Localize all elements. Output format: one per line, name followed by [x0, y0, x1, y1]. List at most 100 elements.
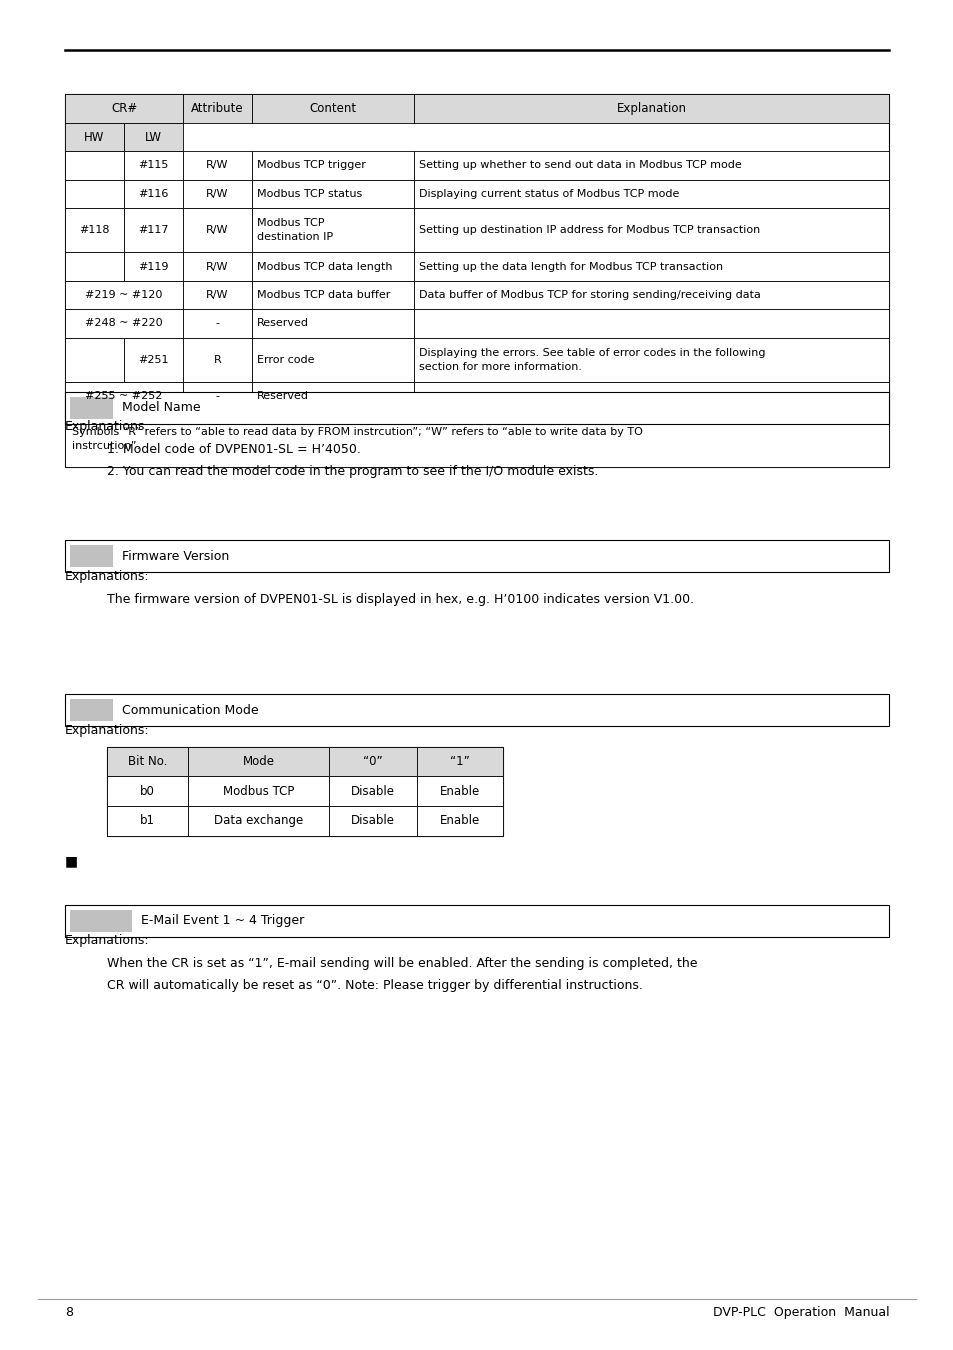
Bar	[252, 252, 414, 281]
Bar	[70, 545, 112, 567]
Text: Displaying current status of Modbus TCP mode: Displaying current status of Modbus TCP …	[418, 189, 679, 198]
Text: Communication Mode: Communication Mode	[122, 703, 258, 717]
Bar	[124, 123, 183, 151]
Text: Disable: Disable	[351, 814, 395, 828]
Text: #115: #115	[138, 161, 169, 170]
Text: #118: #118	[79, 225, 110, 235]
Text: R/W: R/W	[206, 225, 229, 235]
Text: Explanations:: Explanations:	[65, 420, 150, 433]
Text: Data exchange: Data exchange	[213, 814, 303, 828]
Text: The firmware version of DVPEN01-SL is displayed in hex, e.g. H’0100 indicates ve: The firmware version of DVPEN01-SL is di…	[107, 593, 693, 606]
Bar	[329, 806, 416, 836]
Text: #248 ~ #220: #248 ~ #220	[85, 319, 163, 328]
Bar	[416, 747, 502, 776]
Text: Disable: Disable	[351, 784, 395, 798]
Bar	[65, 904, 888, 937]
Text: Explanations:: Explanations:	[65, 570, 150, 583]
Text: Modbus TCP data buffer: Modbus TCP data buffer	[256, 290, 390, 300]
Text: #119: #119	[138, 262, 169, 271]
Text: Explanations:: Explanations:	[65, 934, 150, 948]
Bar	[252, 208, 414, 252]
Bar	[414, 252, 888, 281]
Text: Enable: Enable	[439, 814, 479, 828]
Bar	[329, 776, 416, 806]
Bar	[107, 776, 188, 806]
Bar	[188, 776, 329, 806]
Text: Explanations:: Explanations:	[65, 724, 150, 737]
Text: CR#: CR#	[111, 103, 137, 115]
Text: -: -	[215, 392, 219, 401]
Bar	[414, 95, 888, 123]
Text: Modbus TCP data length: Modbus TCP data length	[256, 262, 392, 271]
Text: Attribute: Attribute	[191, 103, 244, 115]
Bar	[414, 281, 888, 309]
Text: CR will automatically be reset as “0”. Note: Please trigger by differential inst: CR will automatically be reset as “0”. N…	[107, 979, 642, 992]
Bar	[183, 338, 252, 382]
Text: “0”: “0”	[363, 755, 382, 768]
Text: #116: #116	[138, 189, 169, 198]
Text: #251: #251	[138, 355, 169, 364]
Text: Reserved: Reserved	[256, 392, 309, 401]
Bar	[65, 281, 183, 309]
Bar	[252, 180, 414, 208]
Bar	[183, 281, 252, 309]
Bar	[252, 281, 414, 309]
Text: Model Name: Model Name	[122, 401, 200, 414]
Bar	[188, 747, 329, 776]
Bar	[124, 151, 183, 180]
Bar	[124, 338, 183, 382]
Text: Bit No.: Bit No.	[128, 755, 167, 768]
Bar	[414, 382, 888, 410]
Bar	[65, 410, 888, 467]
Bar	[70, 910, 132, 932]
Text: Modbus TCP trigger: Modbus TCP trigger	[256, 161, 365, 170]
Text: b1: b1	[140, 814, 154, 828]
Text: When the CR is set as “1”, E-mail sending will be enabled. After the sending is : When the CR is set as “1”, E-mail sendin…	[107, 957, 697, 971]
Text: R/W: R/W	[206, 262, 229, 271]
Text: DVP-PLC  Operation  Manual: DVP-PLC Operation Manual	[712, 1305, 888, 1319]
Bar	[183, 208, 252, 252]
Bar	[188, 806, 329, 836]
Bar	[414, 208, 888, 252]
Bar	[124, 208, 183, 252]
Text: Modbus TCP
destination IP: Modbus TCP destination IP	[256, 219, 333, 242]
Text: Modbus TCP: Modbus TCP	[223, 784, 294, 798]
Text: “1”: “1”	[450, 755, 469, 768]
Text: Firmware Version: Firmware Version	[122, 549, 229, 563]
Bar	[252, 338, 414, 382]
Bar	[65, 180, 124, 208]
Bar	[414, 180, 888, 208]
Text: Data buffer of Modbus TCP for storing sending/receiving data: Data buffer of Modbus TCP for storing se…	[418, 290, 760, 300]
Text: Displaying the errors. See table of error codes in the following
section for mor: Displaying the errors. See table of erro…	[418, 348, 764, 371]
Bar	[414, 338, 888, 382]
Bar	[183, 382, 252, 410]
Text: Setting up whether to send out data in Modbus TCP mode: Setting up whether to send out data in M…	[418, 161, 740, 170]
Text: R/W: R/W	[206, 290, 229, 300]
Text: 2. You can read the model code in the program to see if the I/O module exists.: 2. You can read the model code in the pr…	[107, 464, 598, 478]
Bar	[65, 338, 124, 382]
Text: R/W: R/W	[206, 189, 229, 198]
Bar	[65, 309, 183, 338]
Text: R: R	[213, 355, 221, 364]
Text: Modbus TCP status: Modbus TCP status	[256, 189, 361, 198]
Text: Symbols “R” refers to “able to read data by FROM instrcution”; “W” refers to “ab: Symbols “R” refers to “able to read data…	[71, 427, 641, 451]
Bar	[329, 747, 416, 776]
Bar	[65, 123, 124, 151]
Bar	[183, 252, 252, 281]
Text: 1. Model code of DVPEN01-SL = H’4050.: 1. Model code of DVPEN01-SL = H’4050.	[107, 443, 360, 456]
Bar	[65, 694, 888, 726]
Text: 8: 8	[65, 1305, 72, 1319]
Text: Enable: Enable	[439, 784, 479, 798]
Bar	[65, 95, 183, 123]
Text: Reserved: Reserved	[256, 319, 309, 328]
Text: b0: b0	[140, 784, 154, 798]
Bar	[414, 151, 888, 180]
Bar	[252, 95, 414, 123]
Bar	[107, 747, 188, 776]
Bar	[416, 776, 502, 806]
Bar	[252, 382, 414, 410]
Bar	[414, 309, 888, 338]
Bar	[183, 151, 252, 180]
Text: Explanation: Explanation	[616, 103, 686, 115]
Text: LW: LW	[145, 131, 162, 143]
